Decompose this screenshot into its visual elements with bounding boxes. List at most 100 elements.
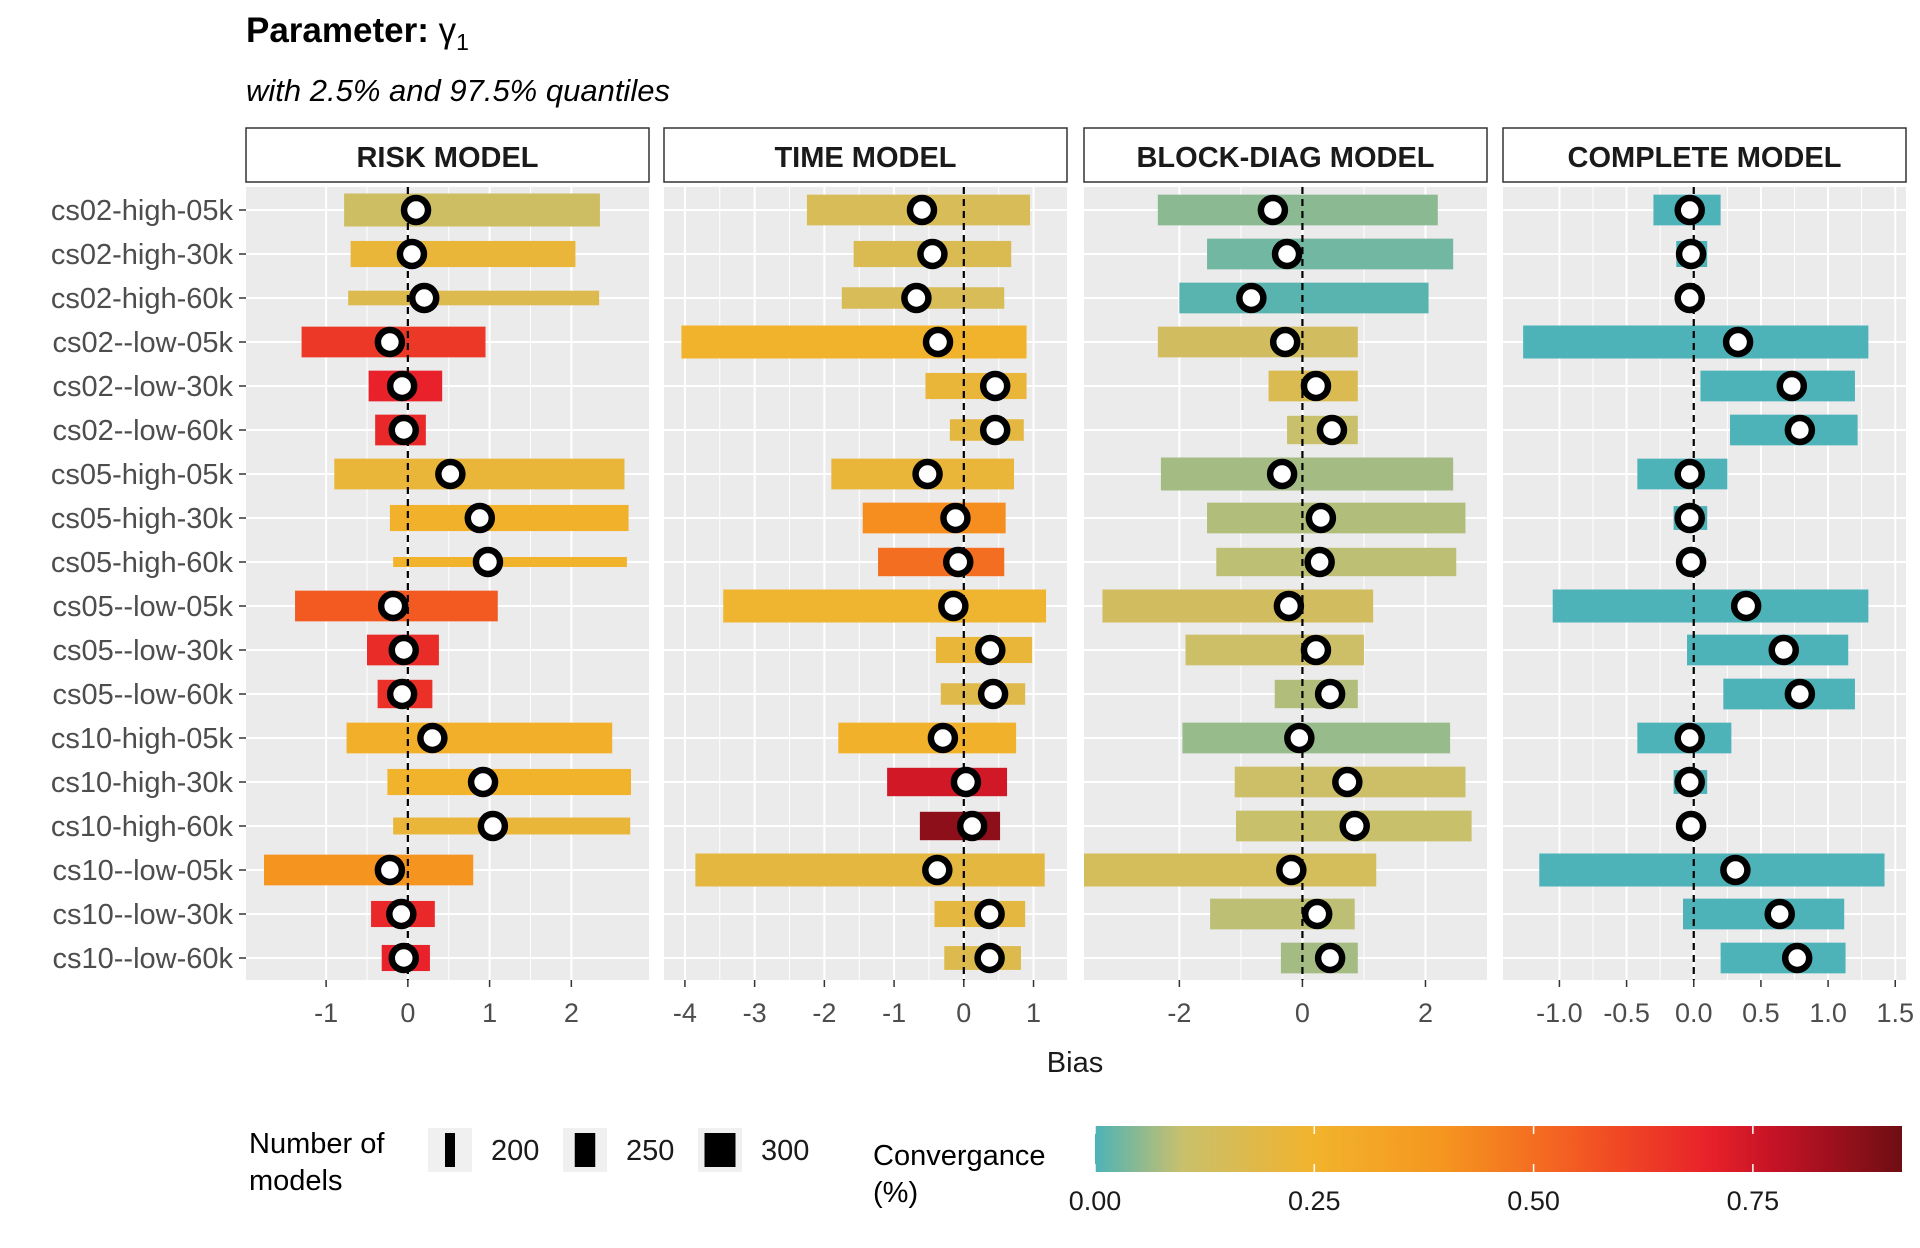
mean-point	[396, 238, 428, 270]
facet-strip-label: COMPLETE MODEL	[1568, 142, 1842, 174]
y-tick-label: cs05--low-60k	[53, 679, 234, 711]
mean-point	[979, 370, 1011, 402]
chart-subtitle: with 2.5% and 97.5% quantiles	[246, 73, 670, 108]
interval-bar	[1182, 722, 1451, 754]
size-legend-title-line1: Number of	[249, 1128, 385, 1160]
mean-point	[374, 326, 406, 358]
facet-strip	[245, 127, 650, 183]
size-legend-key	[704, 1133, 736, 1167]
facet-strip	[663, 127, 1068, 183]
size-legend-key	[574, 1133, 596, 1167]
mean-point	[1301, 898, 1333, 930]
y-tick-label: cs05--low-05k	[53, 591, 234, 623]
x-tick-label: 1	[1026, 998, 1041, 1028]
interval-bar	[1210, 898, 1355, 930]
mean-point	[1720, 854, 1751, 886]
size-legend-label: 250	[626, 1135, 674, 1167]
mean-point	[1300, 634, 1332, 666]
interval-bar	[1216, 547, 1457, 577]
interval-bar	[263, 854, 474, 886]
panel-background	[246, 187, 649, 980]
size-legend: Number of models 200 250 300	[249, 1128, 809, 1197]
mean-point	[901, 282, 932, 314]
y-tick-label: cs05-high-30k	[51, 503, 234, 535]
y-tick-label: cs02--low-60k	[53, 415, 234, 447]
facet-strip-label: BLOCK-DIAG MODEL	[1136, 142, 1434, 174]
color-tick-label: 0.75	[1727, 1186, 1780, 1216]
mean-point	[1722, 326, 1754, 358]
mean-point	[917, 238, 948, 270]
mean-point	[1675, 546, 1707, 578]
mean-point	[472, 546, 504, 578]
mean-point	[374, 854, 406, 886]
panel-background	[1084, 187, 1487, 980]
mean-point	[979, 414, 1011, 446]
interval-bar	[389, 504, 629, 532]
y-tick-label: cs02-high-05k	[51, 195, 234, 227]
size-legend-label: 200	[491, 1135, 539, 1167]
x-tick-label: 2	[1418, 998, 1433, 1028]
mean-point	[1674, 722, 1705, 754]
interval-bar	[1102, 589, 1374, 623]
x-tick-label: 0	[1295, 998, 1310, 1028]
facet-panel: COMPLETE MODEL -1.0 -0.5 0.0 0.5 1.0 1.5	[1502, 127, 1914, 1028]
interval-bar	[1179, 282, 1429, 314]
y-tick-label: cs10-high-60k	[51, 811, 234, 843]
interval-bar	[887, 767, 1008, 797]
mean-point	[922, 326, 954, 358]
mean-point	[922, 854, 953, 886]
chart-title-prefix: Parameter:	[246, 11, 439, 50]
mean-point	[1304, 546, 1335, 578]
chart-title: Parameter: γ1	[246, 11, 469, 55]
interval-bar	[1157, 326, 1358, 358]
facet-strip	[1502, 127, 1907, 183]
mean-point	[388, 634, 420, 666]
interval-bar	[1160, 457, 1454, 491]
interval-bar	[1539, 853, 1885, 887]
mean-point	[1269, 326, 1301, 358]
x-tick-label: 0.5	[1742, 998, 1780, 1028]
interval-bar	[350, 240, 576, 268]
mean-point	[1784, 678, 1816, 710]
mean-point	[1674, 458, 1705, 490]
interval-bar	[387, 768, 632, 796]
mean-point	[950, 766, 982, 798]
interval-bar	[1523, 325, 1869, 359]
interval-bar	[1185, 634, 1364, 666]
y-tick-label: cs10--low-60k	[53, 943, 234, 975]
mean-point	[388, 414, 420, 446]
mean-point	[1674, 502, 1705, 534]
panel-background	[1503, 187, 1906, 980]
facet-panels: RISK MODEL -1 0 1 2 TIME MODEL -4 -3 -2 -1 0 1 BLOCK…	[245, 127, 1914, 1028]
y-tick-label: cs02-high-30k	[51, 239, 234, 271]
mean-point	[1276, 854, 1307, 886]
mean-point	[977, 678, 1009, 710]
panel-background	[664, 187, 1067, 980]
mean-point	[940, 502, 971, 534]
interval-bar	[1683, 898, 1845, 930]
mean-point	[1332, 766, 1363, 798]
mean-point	[1339, 810, 1370, 842]
mean-point	[1674, 194, 1705, 226]
mean-point	[388, 942, 420, 974]
interval-bar	[1207, 238, 1454, 270]
mean-point	[386, 678, 418, 710]
mean-point	[467, 766, 499, 798]
x-axis-title: Bias	[1047, 1047, 1103, 1079]
x-tick-label: 1	[482, 998, 497, 1028]
interval-bar	[334, 458, 625, 490]
size-legend-title: Number of models	[249, 1128, 392, 1197]
size-legend-keys: 200 250 300	[428, 1128, 809, 1172]
interval-bar	[1084, 853, 1377, 887]
mean-point	[1236, 282, 1267, 314]
interval-bar	[393, 557, 627, 567]
mean-point	[956, 810, 988, 842]
color-tick-label: 0.00	[1069, 1186, 1122, 1216]
mean-point	[464, 502, 496, 534]
mean-point	[975, 634, 1006, 666]
mean-point	[927, 722, 959, 754]
y-tick-label: cs02--low-05k	[53, 327, 234, 359]
x-tick-label: -1.0	[1536, 998, 1583, 1028]
size-legend-title-line2: models	[249, 1165, 343, 1197]
